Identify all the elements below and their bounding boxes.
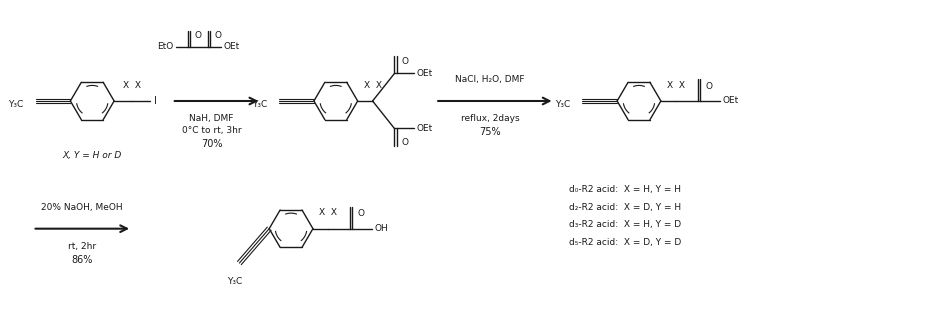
Text: d₂-R2 acid:  X = D, Y = H: d₂-R2 acid: X = D, Y = H (569, 202, 682, 212)
Text: Y₃C: Y₃C (555, 100, 571, 110)
Text: reflux, 2days: reflux, 2days (461, 114, 519, 123)
Text: X  X: X X (667, 81, 685, 90)
Text: X  X: X X (123, 81, 141, 90)
Text: Y₃C: Y₃C (8, 100, 24, 110)
Text: rt, 2hr: rt, 2hr (68, 242, 96, 251)
Text: X  X: X X (364, 81, 382, 90)
Text: O: O (401, 57, 409, 66)
Text: Y₃C: Y₃C (227, 277, 242, 286)
Text: O: O (401, 138, 409, 147)
Text: Y₃C: Y₃C (252, 100, 268, 110)
Text: 70%: 70% (201, 139, 222, 149)
Text: 0°C to rt, 3hr: 0°C to rt, 3hr (182, 126, 241, 135)
Text: X  X: X X (318, 208, 337, 217)
Text: d₃-R2 acid:  X = H, Y = D: d₃-R2 acid: X = H, Y = D (569, 220, 682, 229)
Text: d₀-R2 acid:  X = H, Y = H: d₀-R2 acid: X = H, Y = H (569, 185, 681, 194)
Text: O: O (358, 209, 365, 218)
Text: 75%: 75% (479, 127, 501, 137)
Text: OEt: OEt (416, 69, 432, 78)
Text: d₅-R2 acid:  X = D, Y = D: d₅-R2 acid: X = D, Y = D (569, 238, 682, 247)
Text: O: O (706, 82, 712, 91)
Text: O: O (215, 31, 221, 40)
Text: EtO: EtO (157, 42, 173, 51)
Text: OEt: OEt (223, 42, 239, 51)
Text: OH: OH (375, 224, 388, 233)
Text: OEt: OEt (723, 96, 739, 105)
Text: I: I (154, 96, 156, 106)
Text: NaCl, H₂O, DMF: NaCl, H₂O, DMF (455, 75, 525, 84)
Text: X, Y = H or D: X, Y = H or D (62, 150, 122, 159)
Text: OEt: OEt (416, 124, 432, 133)
Text: 86%: 86% (72, 255, 93, 265)
Text: 20% NaOH, MeOH: 20% NaOH, MeOH (41, 202, 123, 212)
Text: NaH, DMF: NaH, DMF (189, 114, 234, 123)
Text: O: O (195, 31, 202, 40)
